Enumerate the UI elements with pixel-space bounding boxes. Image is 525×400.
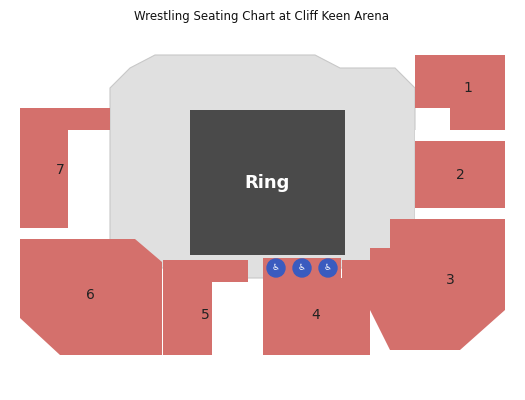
Bar [415, 208, 505, 219]
Polygon shape [163, 260, 248, 355]
Text: 2: 2 [456, 168, 465, 182]
Text: 5: 5 [201, 308, 209, 322]
Text: 3: 3 [446, 273, 454, 287]
Bar [263, 258, 341, 278]
Polygon shape [20, 239, 162, 355]
Polygon shape [415, 141, 505, 208]
Text: ♿: ♿ [272, 264, 280, 272]
Text: 1: 1 [464, 81, 472, 95]
Bar [190, 110, 345, 255]
Text: ♿: ♿ [324, 264, 332, 272]
Polygon shape [370, 219, 505, 350]
Text: 6: 6 [86, 288, 94, 302]
Circle shape [293, 259, 311, 277]
Circle shape [267, 259, 285, 277]
Text: Wrestling Seating Chart at Cliff Keen Arena: Wrestling Seating Chart at Cliff Keen Ar… [134, 10, 390, 23]
Polygon shape [20, 108, 110, 228]
Text: 7: 7 [56, 163, 65, 177]
Circle shape [319, 259, 337, 277]
Text: 4: 4 [312, 308, 320, 322]
Polygon shape [110, 55, 415, 278]
Polygon shape [263, 260, 370, 355]
Text: Ring: Ring [245, 174, 290, 192]
Polygon shape [415, 55, 505, 130]
Bar [20, 228, 68, 239]
Text: ♿: ♿ [298, 264, 306, 272]
Bar [415, 130, 505, 141]
